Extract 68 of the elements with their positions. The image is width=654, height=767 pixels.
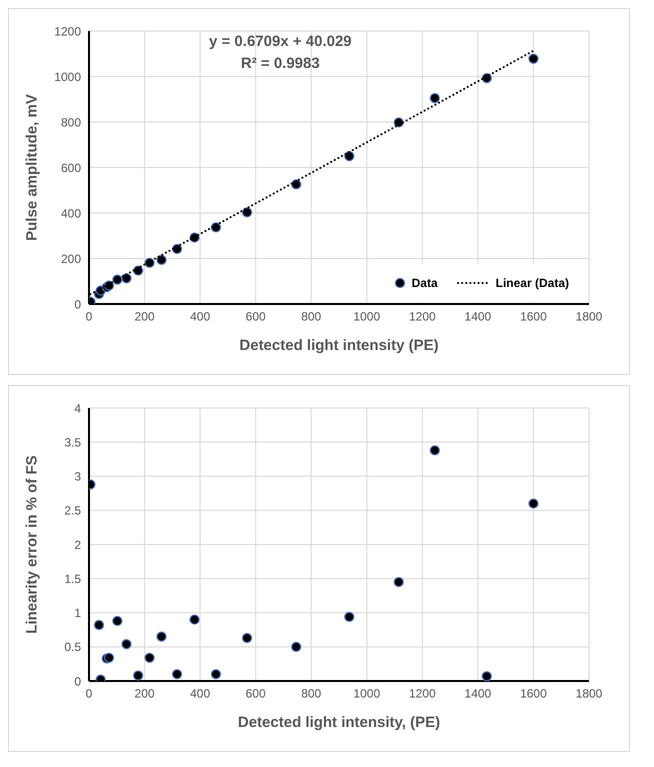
y-axis-title: Pulse amplitude, mV — [23, 94, 40, 241]
x-tick-label: 1400 — [464, 686, 492, 701]
y-tick-label: 3.5 — [64, 435, 82, 450]
x-tick-label: 400 — [190, 686, 210, 701]
point — [430, 445, 440, 456]
y-tick-label: 1000 — [54, 70, 82, 84]
point — [528, 498, 539, 509]
point — [430, 93, 440, 104]
legend-label: Linear (Data) — [496, 276, 569, 290]
y-tick-label: 1.5 — [64, 572, 82, 586]
point — [344, 612, 354, 622]
x-tick-label: 1400 — [464, 310, 492, 324]
y-tick-label: 1 — [74, 606, 82, 620]
x-tick-label: 800 — [301, 686, 322, 701]
x-axis-title: Detected light intensity (PE) — [239, 337, 439, 354]
x-tick-label: 800 — [301, 310, 322, 324]
point — [94, 620, 104, 630]
point — [189, 614, 200, 625]
x-axis-title: Detected light intensity, (PE) — [238, 714, 440, 731]
x-tick-label: 0 — [86, 686, 93, 701]
equation-text: y = 0.6709x + 40.029 R² = 0.9983 — [209, 32, 352, 74]
x-tick-label: 0 — [86, 310, 93, 324]
point — [242, 632, 252, 644]
point — [133, 670, 144, 681]
x-tick-label: 200 — [134, 686, 155, 701]
x-tick-label: 200 — [134, 310, 155, 324]
y-axis-title: Linearity error in % of FS — [23, 455, 40, 634]
point — [144, 652, 155, 663]
x-tick-label: 1800 — [576, 686, 603, 701]
point — [104, 652, 114, 663]
point — [210, 669, 222, 680]
x-tick-label: 1600 — [520, 686, 548, 701]
point — [121, 639, 132, 650]
x-tick-label: 1800 — [576, 310, 603, 324]
y-tick-label: 2.5 — [64, 504, 82, 518]
y-tick-label: 0 — [74, 297, 82, 312]
point — [172, 669, 182, 680]
point — [112, 616, 122, 626]
point — [144, 258, 155, 268]
point — [344, 151, 354, 162]
point — [394, 576, 404, 588]
point — [528, 54, 539, 64]
y-tick-label: 800 — [60, 115, 82, 130]
x-tick-label: 1200 — [408, 686, 436, 701]
x-tick-label: 400 — [190, 310, 210, 324]
y-tick-label: 200 — [60, 252, 82, 266]
y-tick-label: 600 — [60, 160, 82, 175]
x-tick-label: 1600 — [520, 310, 548, 324]
y-tick-label: 2 — [74, 538, 82, 552]
y-tick-label: 1200 — [54, 24, 82, 38]
x-tick-label: 600 — [246, 310, 266, 324]
point — [291, 179, 302, 190]
x-tick-label: 600 — [246, 686, 266, 701]
point — [156, 632, 167, 642]
point — [121, 273, 132, 284]
y-tick-label: 0.5 — [64, 640, 82, 654]
point — [482, 671, 492, 681]
y-tick-label: 400 — [60, 206, 82, 220]
x-tick-label: 1000 — [353, 310, 380, 324]
y-tick-label: 3 — [74, 470, 82, 484]
point — [291, 642, 302, 652]
point — [242, 207, 252, 218]
y-tick-label: 0 — [74, 674, 82, 688]
y-tick-label: 4 — [74, 401, 82, 416]
point — [156, 254, 167, 265]
x-tick-label: 1000 — [353, 686, 380, 701]
x-tick-label: 1200 — [408, 310, 436, 324]
legend-label: Data — [412, 276, 438, 290]
